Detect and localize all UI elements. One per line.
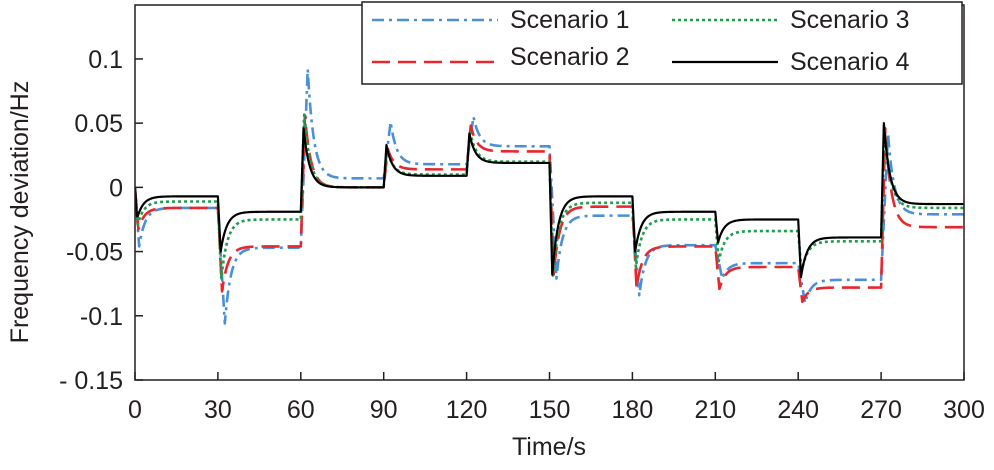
y-axis-label: Frequency deviation/Hz (6, 81, 34, 344)
y-tick-label: 0.05 (74, 110, 123, 138)
series-line-scenario-4 (135, 122, 964, 279)
legend-label-scenario-2: Scenario 2 (510, 43, 630, 71)
x-tick-label: 300 (943, 396, 985, 424)
x-tick-label: 210 (694, 396, 736, 424)
y-tick-label: - 0.15 (59, 367, 123, 395)
x-tick-label: 60 (287, 396, 315, 424)
series-line-scenario-3 (135, 113, 964, 280)
legend-label-scenario-1: Scenario 1 (510, 6, 630, 34)
series-line-scenario-2 (135, 114, 964, 303)
y-tick-label: -0.1 (80, 303, 123, 331)
legend-label-scenario-4: Scenario 4 (790, 48, 910, 76)
x-tick-label: 0 (128, 396, 142, 424)
series-layer (135, 67, 964, 325)
x-tick-label: 180 (612, 396, 654, 424)
x-tick-label: 240 (777, 396, 819, 424)
x-axis-label: Time/s (512, 433, 586, 461)
y-tick-label: -0.05 (66, 239, 123, 267)
y-tick-label: 0.1 (88, 46, 123, 74)
legend-label-scenario-3: Scenario 3 (790, 6, 910, 34)
legend-box (361, 1, 963, 85)
y-axis: 0.1 0.05 0 -0.05 -0.1 - 0.15 (59, 46, 143, 395)
x-tick-label: 30 (204, 396, 232, 424)
x-tick-label: 270 (860, 396, 902, 424)
x-tick-label: 150 (529, 396, 571, 424)
x-axis: 0 30 60 90 120 150 180 210 240 270 300 (128, 372, 985, 424)
x-tick-label: 120 (446, 396, 488, 424)
x-tick-label: 90 (370, 396, 398, 424)
y-tick-label: 0 (109, 174, 123, 202)
legend: Scenario 1 Scenario 2 Scenario 3 Scenario 4 (361, 1, 963, 85)
